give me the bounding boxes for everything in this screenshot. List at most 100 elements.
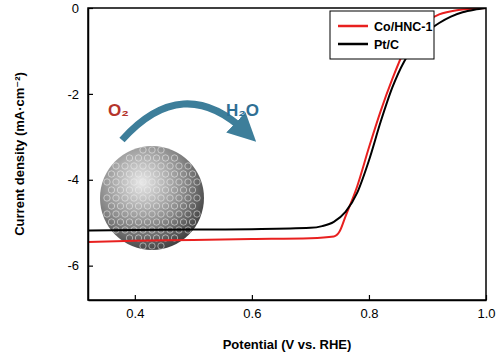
y-tick: -6 xyxy=(67,258,93,273)
pore xyxy=(158,147,164,153)
pore xyxy=(180,187,186,193)
pore xyxy=(153,171,159,177)
y-tick-mark xyxy=(88,266,93,267)
x-tick-label: 0.4 xyxy=(126,306,144,321)
pore xyxy=(149,195,155,201)
pore xyxy=(117,187,123,193)
annotation: H₂O xyxy=(226,101,259,120)
y-tick-label: -6 xyxy=(67,258,79,273)
pore xyxy=(108,219,114,225)
pore xyxy=(180,203,186,209)
pore xyxy=(144,155,150,161)
pore xyxy=(140,211,146,217)
pore xyxy=(176,211,182,217)
y-tick-mark xyxy=(88,94,93,95)
y-axis: 0 -2 -4 -6 xyxy=(67,1,93,301)
pore xyxy=(171,155,177,161)
pore xyxy=(108,187,114,193)
pore xyxy=(122,195,128,201)
pore xyxy=(149,163,155,169)
pore xyxy=(140,163,146,169)
pore xyxy=(162,187,168,193)
x-tick-label: 0.6 xyxy=(243,306,261,321)
pore xyxy=(117,219,123,225)
pore xyxy=(194,211,200,217)
pore xyxy=(180,219,186,225)
pore xyxy=(104,195,110,201)
pore xyxy=(189,187,195,193)
x-axis-line xyxy=(89,300,487,302)
pore xyxy=(144,171,150,177)
x-tick: 1.0 xyxy=(477,295,495,321)
sphere-texture xyxy=(104,147,200,249)
pore xyxy=(162,219,168,225)
pore xyxy=(113,195,119,201)
y-axis-title: Current density (mA·cm⁻²) xyxy=(12,72,27,236)
pore xyxy=(185,163,191,169)
legend-label: Pt/C xyxy=(374,38,399,52)
pore xyxy=(131,163,137,169)
x-tick-label: 1.0 xyxy=(477,306,495,321)
y-tick: 0 xyxy=(72,1,93,16)
pore xyxy=(131,179,137,185)
series-group xyxy=(88,8,486,242)
legend-swatch xyxy=(338,25,368,28)
pore xyxy=(122,163,128,169)
pore xyxy=(167,195,173,201)
x-tick-label: 0.8 xyxy=(360,306,378,321)
pore xyxy=(135,171,141,177)
pore xyxy=(104,211,110,217)
y-tick-mark xyxy=(88,180,93,181)
x-axis-title: Potential (V vs. RHE) xyxy=(223,337,352,352)
pore xyxy=(117,171,123,177)
annotation: O₂ xyxy=(108,101,129,120)
legend-swatch xyxy=(338,43,368,46)
pore xyxy=(153,219,159,225)
x-tick-mark xyxy=(252,295,253,300)
pore xyxy=(126,171,132,177)
series-line xyxy=(88,8,486,242)
pore xyxy=(113,211,119,217)
y-tick: -4 xyxy=(67,172,93,187)
pore xyxy=(189,203,195,209)
pore xyxy=(140,147,146,153)
pore xyxy=(113,179,119,185)
legend-box xyxy=(330,11,434,59)
pore xyxy=(108,171,114,177)
pore xyxy=(153,155,159,161)
pore xyxy=(158,179,164,185)
pore xyxy=(185,211,191,217)
series-line xyxy=(88,8,486,230)
pore xyxy=(131,211,137,217)
plot: O₂ H₂O 0.4 0.6 0.8 1.0 0 -2 -4 -6 Co/HNC-1 Pt/C xyxy=(67,1,495,322)
y-tick-label: -2 xyxy=(67,87,79,102)
x-tick-mark xyxy=(135,295,136,300)
x-tick-mark xyxy=(369,295,370,300)
pore xyxy=(171,203,177,209)
pore xyxy=(162,155,168,161)
pore xyxy=(140,243,146,249)
pore xyxy=(149,211,155,217)
x-axis: 0.4 0.6 0.8 1.0 xyxy=(89,295,496,321)
pore xyxy=(176,195,182,201)
pore xyxy=(149,147,155,153)
y-tick-mark xyxy=(88,8,93,9)
pore xyxy=(135,155,141,161)
y-tick: -2 xyxy=(67,87,93,102)
pore xyxy=(158,163,164,169)
pore xyxy=(185,179,191,185)
x-tick: 0.4 xyxy=(126,295,144,321)
y-axis-line xyxy=(88,9,90,301)
inset-sphere xyxy=(100,146,204,250)
y-tick-label: 0 xyxy=(72,1,79,16)
pore xyxy=(171,219,177,225)
pore xyxy=(189,171,195,177)
plot-frame xyxy=(88,8,486,300)
legend-label: Co/HNC-1 xyxy=(374,20,432,34)
pore xyxy=(131,195,137,201)
pore xyxy=(149,243,155,249)
pore xyxy=(113,163,119,169)
legend: Co/HNC-1 Pt/C xyxy=(330,11,434,59)
pore xyxy=(167,163,173,169)
chart: O₂ H₂O 0.4 0.6 0.8 1.0 0 -2 -4 -6 Co/HNC-1 Pt/C Pote… xyxy=(0,0,499,359)
